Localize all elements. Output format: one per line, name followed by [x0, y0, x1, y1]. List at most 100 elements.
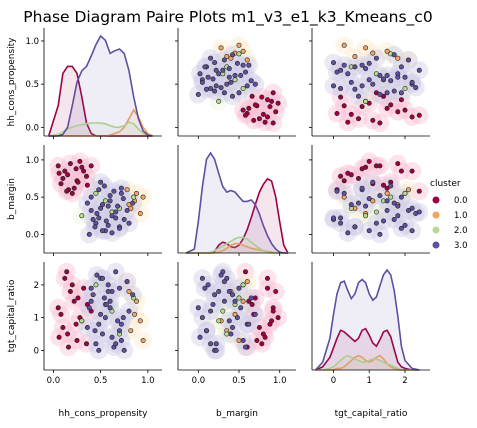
- data-point-cluster-3.0: [213, 67, 219, 73]
- data-point-cluster-2.0: [373, 209, 379, 215]
- data-point-cluster-3.0: [204, 86, 210, 92]
- y-tick-label: 0.0: [25, 123, 39, 133]
- data-point-cluster-3.0: [391, 88, 397, 94]
- legend-title: cluster: [430, 179, 461, 189]
- data-point-cluster-3.0: [377, 92, 383, 98]
- data-point-cluster-1.0: [384, 190, 390, 196]
- panel-hh_cons_propensity-vs-b_margin: [175, 28, 296, 139]
- data-point-cluster-0.0: [359, 104, 365, 110]
- density-line-cluster-3.0: [315, 268, 420, 371]
- data-point-cluster-3.0: [246, 321, 252, 327]
- data-point-cluster-3.0: [103, 218, 109, 224]
- data-point-cluster-3.0: [130, 200, 136, 206]
- data-point-cluster-3.0: [86, 305, 92, 311]
- data-point-cluster-3.0: [120, 196, 126, 202]
- data-point-cluster-0.0: [56, 334, 62, 340]
- data-point-cluster-0.0: [251, 117, 257, 123]
- x-tick-label: 0.5: [232, 376, 246, 386]
- data-point-cluster-1.0: [384, 48, 390, 54]
- data-point-cluster-3.0: [88, 208, 94, 214]
- data-point-cluster-1.0: [134, 190, 140, 196]
- data-point-cluster-3.0: [117, 225, 123, 231]
- data-point-cluster-3.0: [100, 228, 106, 234]
- data-point-cluster-0.0: [256, 116, 262, 122]
- data-point-cluster-3.0: [208, 86, 214, 92]
- y-tick-label: 0.5: [25, 80, 39, 90]
- x-tick-label: 0.0: [47, 376, 61, 386]
- data-point-cluster-3.0: [377, 193, 383, 199]
- data-point-cluster-3.0: [232, 298, 238, 304]
- panel-b_margin-vs-b_margin: [177, 145, 296, 256]
- data-point-cluster-0.0: [355, 116, 361, 122]
- x-tick-label: 1: [367, 376, 372, 386]
- data-point-cluster-3.0: [238, 73, 244, 79]
- data-point-cluster-3.0: [109, 334, 115, 340]
- data-point-cluster-0.0: [355, 176, 361, 182]
- data-point-cluster-3.0: [210, 301, 216, 307]
- data-point-cluster-3.0: [86, 231, 92, 237]
- data-point-cluster-3.0: [359, 83, 365, 89]
- data-point-cluster-2.0: [220, 308, 226, 314]
- data-point-cluster-3.0: [384, 90, 390, 96]
- data-point-cluster-3.0: [124, 208, 130, 214]
- data-point-cluster-3.0: [388, 78, 394, 84]
- data-point-cluster-0.0: [58, 181, 64, 187]
- data-point-cluster-3.0: [338, 86, 344, 92]
- data-point-cluster-3.0: [409, 228, 415, 234]
- data-point-cluster-3.0: [388, 183, 394, 189]
- data-point-cluster-0.0: [270, 120, 276, 126]
- data-point-cluster-3.0: [213, 341, 219, 347]
- data-point-cluster-0.0: [84, 182, 90, 188]
- data-point-cluster-3.0: [363, 203, 369, 209]
- data-point-cluster-0.0: [262, 119, 268, 125]
- data-point-cluster-3.0: [107, 305, 113, 311]
- data-point-cluster-3.0: [88, 285, 94, 291]
- data-point-cluster-0.0: [398, 168, 404, 174]
- data-point-cluster-1.0: [137, 211, 143, 217]
- data-point-cluster-0.0: [71, 298, 77, 304]
- data-point-cluster-3.0: [111, 188, 117, 194]
- data-point-cluster-3.0: [380, 218, 386, 224]
- data-point-cluster-3.0: [405, 57, 411, 63]
- panel-hh_cons_propensity-vs-tgt_capital_ratio: [309, 28, 430, 139]
- data-point-cluster-3.0: [120, 315, 126, 321]
- data-point-cluster-0.0: [359, 166, 365, 172]
- data-point-cluster-3.0: [218, 272, 224, 278]
- data-point-cluster-3.0: [384, 208, 390, 214]
- y-axis-label-hh_cons_propensity: hh_cons_propensity: [7, 37, 17, 127]
- density-line-cluster-3.0: [185, 151, 288, 254]
- data-point-cluster-0.0: [380, 182, 386, 188]
- data-point-cluster-0.0: [66, 344, 72, 350]
- y-tick-label: 1.0: [25, 156, 39, 166]
- data-point-cluster-2.0: [236, 295, 242, 301]
- data-point-cluster-3.0: [409, 205, 415, 211]
- data-point-cluster-3.0: [370, 81, 376, 87]
- density-area-cluster-1.0: [48, 109, 153, 136]
- data-point-cluster-3.0: [355, 93, 361, 99]
- data-point-cluster-1.0: [370, 50, 376, 56]
- data-point-cluster-0.0: [416, 188, 422, 194]
- data-point-cluster-2.0: [93, 282, 99, 288]
- density-area-cluster-3.0: [186, 153, 288, 253]
- data-point-cluster-3.0: [416, 67, 422, 73]
- data-point-cluster-3.0: [380, 76, 386, 82]
- density-area-cluster-0.0: [48, 66, 153, 136]
- x-tick-label: 1.0: [141, 376, 155, 386]
- density-area-cluster-0.0: [186, 178, 288, 253]
- data-point-cluster-3.0: [218, 85, 224, 91]
- legend-marker-cluster-1.0: [432, 211, 440, 219]
- data-point-cluster-3.0: [84, 200, 90, 206]
- panel-hh_cons_propensity-vs-hh_cons_propensity: 0.0 0.5 1.0: [25, 28, 162, 139]
- data-point-cluster-0.0: [269, 98, 275, 104]
- data-point-cluster-3.0: [366, 77, 372, 83]
- data-point-cluster-3.0: [88, 194, 94, 200]
- data-point-cluster-3.0: [107, 198, 113, 204]
- data-point-cluster-2.0: [232, 77, 238, 83]
- data-point-cluster-1.0: [126, 288, 132, 294]
- data-point-cluster-0.0: [267, 321, 273, 327]
- density-area-cluster-1.0: [315, 355, 420, 370]
- data-point-cluster-3.0: [395, 203, 401, 209]
- data-point-cluster-3.0: [100, 202, 106, 208]
- data-point-cluster-3.0: [348, 79, 354, 85]
- data-point-cluster-2.0: [402, 190, 408, 196]
